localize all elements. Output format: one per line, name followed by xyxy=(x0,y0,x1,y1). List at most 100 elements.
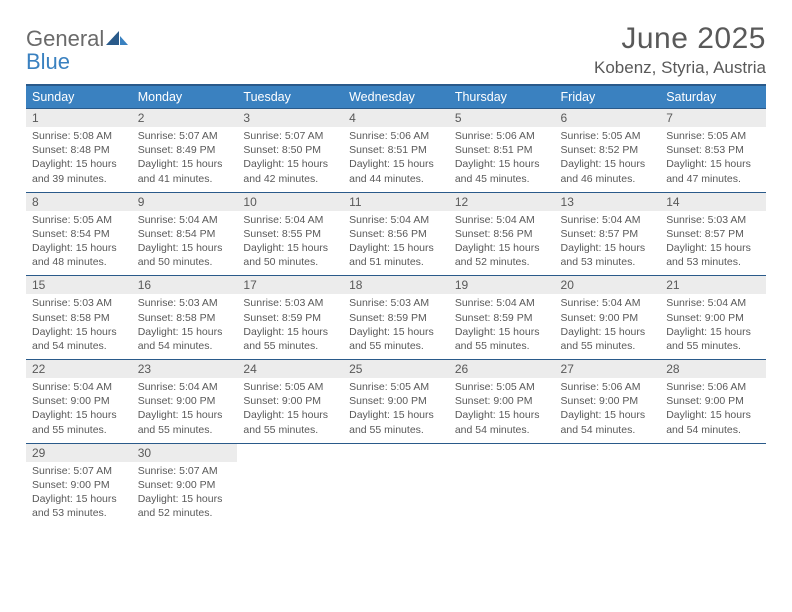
sunset-text: Sunset: 9:00 PM xyxy=(561,311,655,325)
sunset-text: Sunset: 9:00 PM xyxy=(561,394,655,408)
sunrise-text: Sunrise: 5:05 AM xyxy=(349,380,443,394)
day-number-row: 891011121314 xyxy=(26,192,766,211)
sunrise-text: Sunrise: 5:05 AM xyxy=(561,129,655,143)
day-number: 13 xyxy=(555,192,661,211)
daylight-text: Daylight: 15 hours xyxy=(243,241,337,255)
daylight-text-2: and 51 minutes. xyxy=(349,255,443,269)
daylight-text-2: and 53 minutes. xyxy=(32,506,126,520)
sunset-text: Sunset: 8:58 PM xyxy=(32,311,126,325)
day-number: 9 xyxy=(132,192,238,211)
daylight-text-2: and 54 minutes. xyxy=(561,423,655,437)
sunrise-text: Sunrise: 5:04 AM xyxy=(455,213,549,227)
daylight-text-2: and 54 minutes. xyxy=(455,423,549,437)
day-cell: Sunrise: 5:04 AMSunset: 9:00 PMDaylight:… xyxy=(660,294,766,359)
sunrise-text: Sunrise: 5:04 AM xyxy=(455,296,549,310)
day-cell: Sunrise: 5:06 AMSunset: 9:00 PMDaylight:… xyxy=(555,378,661,443)
sunset-text: Sunset: 9:00 PM xyxy=(32,478,126,492)
daylight-text: Daylight: 15 hours xyxy=(138,492,232,506)
daylight-text: Daylight: 15 hours xyxy=(243,408,337,422)
sunrise-text: Sunrise: 5:04 AM xyxy=(666,296,760,310)
day-number xyxy=(660,443,766,462)
daylight-text-2: and 55 minutes. xyxy=(349,423,443,437)
sunrise-text: Sunrise: 5:06 AM xyxy=(349,129,443,143)
title-block: June 2025 Kobenz, Styria, Austria xyxy=(594,22,766,78)
day-number: 12 xyxy=(449,192,555,211)
sunset-text: Sunset: 8:49 PM xyxy=(138,143,232,157)
day-cell: Sunrise: 5:04 AMSunset: 9:00 PMDaylight:… xyxy=(555,294,661,359)
day-cell: Sunrise: 5:04 AMSunset: 8:56 PMDaylight:… xyxy=(449,211,555,276)
day-number: 10 xyxy=(237,192,343,211)
daylight-text-2: and 54 minutes. xyxy=(138,339,232,353)
day-cell xyxy=(660,462,766,527)
daylight-text: Daylight: 15 hours xyxy=(561,157,655,171)
day-cell: Sunrise: 5:06 AMSunset: 9:00 PMDaylight:… xyxy=(660,378,766,443)
day-number: 17 xyxy=(237,276,343,295)
sunset-text: Sunset: 9:00 PM xyxy=(455,394,549,408)
weekday-header: Sunday xyxy=(26,85,132,109)
daylight-text: Daylight: 15 hours xyxy=(666,241,760,255)
daylight-text: Daylight: 15 hours xyxy=(349,241,443,255)
sunset-text: Sunset: 8:57 PM xyxy=(561,227,655,241)
sunset-text: Sunset: 8:55 PM xyxy=(243,227,337,241)
daylight-text-2: and 45 minutes. xyxy=(455,172,549,186)
day-cell: Sunrise: 5:05 AMSunset: 8:54 PMDaylight:… xyxy=(26,211,132,276)
day-number: 8 xyxy=(26,192,132,211)
day-number xyxy=(343,443,449,462)
calendar-page: General Blue June 2025 Kobenz, Styria, A… xyxy=(0,0,792,536)
day-cell: Sunrise: 5:05 AMSunset: 9:00 PMDaylight:… xyxy=(343,378,449,443)
day-cell: Sunrise: 5:06 AMSunset: 8:51 PMDaylight:… xyxy=(449,127,555,192)
month-title: June 2025 xyxy=(594,22,766,56)
daylight-text: Daylight: 15 hours xyxy=(349,408,443,422)
day-number: 27 xyxy=(555,360,661,379)
day-number: 28 xyxy=(660,360,766,379)
sunrise-text: Sunrise: 5:07 AM xyxy=(138,464,232,478)
daylight-text: Daylight: 15 hours xyxy=(32,241,126,255)
sunrise-text: Sunrise: 5:06 AM xyxy=(666,380,760,394)
day-number-row: 15161718192021 xyxy=(26,276,766,295)
sunrise-text: Sunrise: 5:05 AM xyxy=(666,129,760,143)
weekday-header: Saturday xyxy=(660,85,766,109)
sunrise-text: Sunrise: 5:05 AM xyxy=(243,380,337,394)
day-cell: Sunrise: 5:04 AMSunset: 8:54 PMDaylight:… xyxy=(132,211,238,276)
daylight-text: Daylight: 15 hours xyxy=(32,157,126,171)
daylight-text-2: and 55 minutes. xyxy=(32,423,126,437)
day-cell: Sunrise: 5:03 AMSunset: 8:57 PMDaylight:… xyxy=(660,211,766,276)
day-cell: Sunrise: 5:05 AMSunset: 9:00 PMDaylight:… xyxy=(237,378,343,443)
day-content-row: Sunrise: 5:08 AMSunset: 8:48 PMDaylight:… xyxy=(26,127,766,192)
day-number: 26 xyxy=(449,360,555,379)
daylight-text-2: and 55 minutes. xyxy=(455,339,549,353)
daylight-text-2: and 54 minutes. xyxy=(32,339,126,353)
sunrise-text: Sunrise: 5:03 AM xyxy=(349,296,443,310)
sunrise-text: Sunrise: 5:06 AM xyxy=(455,129,549,143)
weekday-header: Wednesday xyxy=(343,85,449,109)
day-content-row: Sunrise: 5:04 AMSunset: 9:00 PMDaylight:… xyxy=(26,378,766,443)
sunset-text: Sunset: 8:58 PM xyxy=(138,311,232,325)
sunset-text: Sunset: 8:50 PM xyxy=(243,143,337,157)
daylight-text-2: and 50 minutes. xyxy=(243,255,337,269)
day-cell: Sunrise: 5:05 AMSunset: 9:00 PMDaylight:… xyxy=(449,378,555,443)
weekday-header: Monday xyxy=(132,85,238,109)
sunrise-text: Sunrise: 5:07 AM xyxy=(243,129,337,143)
sunrise-text: Sunrise: 5:04 AM xyxy=(243,213,337,227)
day-number xyxy=(449,443,555,462)
day-cell: Sunrise: 5:03 AMSunset: 8:59 PMDaylight:… xyxy=(343,294,449,359)
sunset-text: Sunset: 9:00 PM xyxy=(138,394,232,408)
daylight-text-2: and 44 minutes. xyxy=(349,172,443,186)
sunrise-text: Sunrise: 5:03 AM xyxy=(243,296,337,310)
daylight-text-2: and 54 minutes. xyxy=(666,423,760,437)
day-number: 23 xyxy=(132,360,238,379)
day-number: 22 xyxy=(26,360,132,379)
daylight-text-2: and 42 minutes. xyxy=(243,172,337,186)
daylight-text: Daylight: 15 hours xyxy=(32,325,126,339)
day-cell: Sunrise: 5:08 AMSunset: 8:48 PMDaylight:… xyxy=(26,127,132,192)
sunrise-text: Sunrise: 5:06 AM xyxy=(561,380,655,394)
daylight-text: Daylight: 15 hours xyxy=(455,157,549,171)
day-number: 4 xyxy=(343,109,449,128)
sunset-text: Sunset: 8:57 PM xyxy=(666,227,760,241)
daylight-text: Daylight: 15 hours xyxy=(561,241,655,255)
sunrise-text: Sunrise: 5:04 AM xyxy=(561,213,655,227)
day-number: 25 xyxy=(343,360,449,379)
day-number: 30 xyxy=(132,443,238,462)
daylight-text: Daylight: 15 hours xyxy=(455,325,549,339)
daylight-text: Daylight: 15 hours xyxy=(561,408,655,422)
